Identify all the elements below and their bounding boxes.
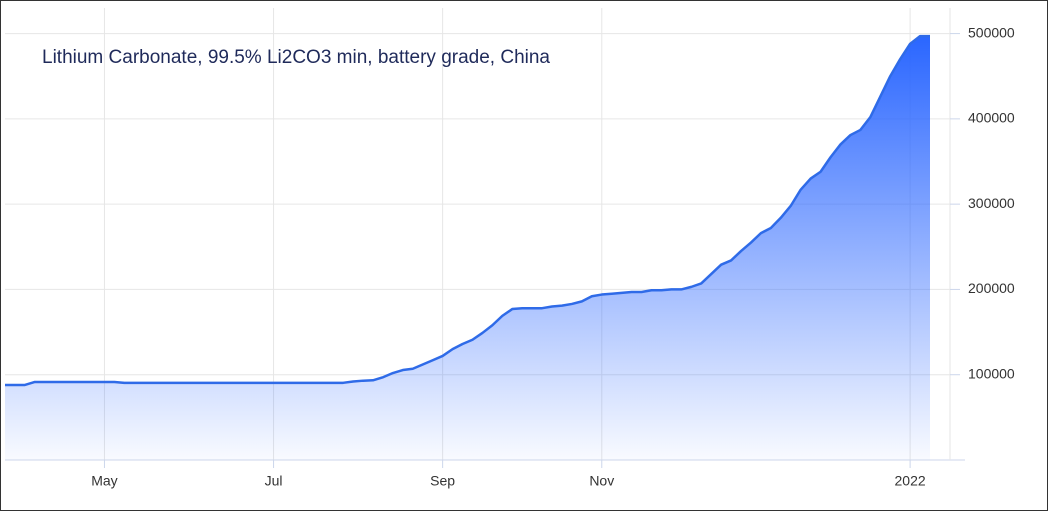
y-tick-label: 400000 [968,110,1015,126]
x-tick-label: 2022 [895,473,926,489]
y-tick-label: 100000 [968,365,1015,381]
plot [5,34,930,460]
x-tick-label: Jul [265,473,283,489]
y-tick-label: 300000 [968,195,1015,211]
chart-title: Lithium Carbonate, 99.5% Li2CO3 min, bat… [42,47,550,68]
x-tick-label: Sep [430,473,455,489]
x-tick-label: May [91,473,117,489]
x-tick-label: Nov [589,473,614,489]
line [5,34,930,387]
area [5,36,930,460]
y-tick-label: 500000 [968,24,1015,40]
y-tick-label: 200000 [968,280,1015,296]
